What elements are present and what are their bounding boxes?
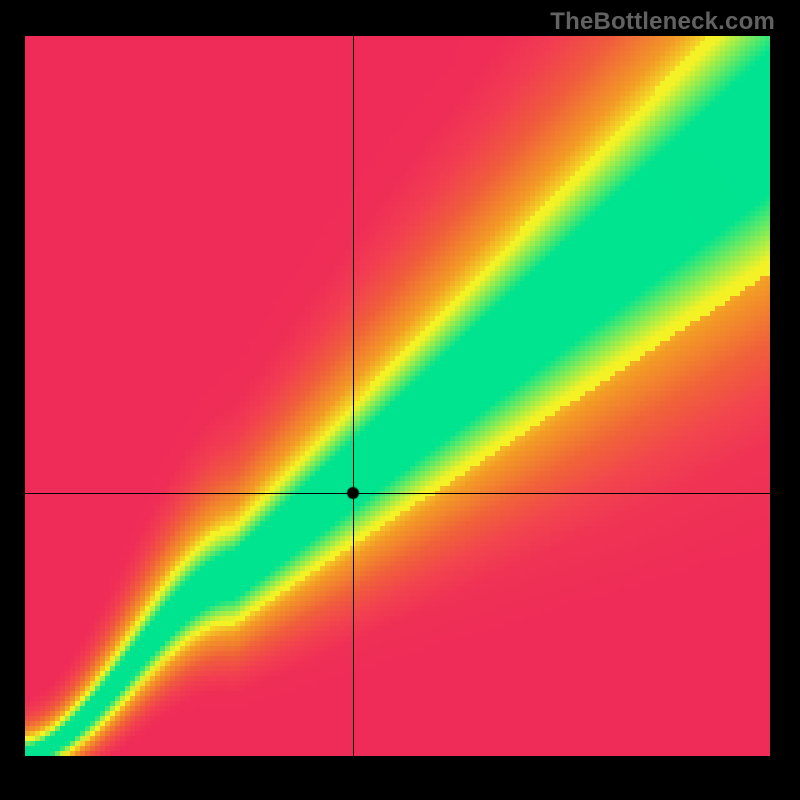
crosshair-horizontal [25,493,770,494]
heatmap-plot [25,36,770,756]
bottleneck-heatmap-canvas [25,36,770,756]
crosshair-vertical [353,36,354,756]
chart-outer: TheBottleneck.com [0,0,800,800]
crosshair-point [346,486,360,500]
watermark-text: TheBottleneck.com [550,8,775,36]
